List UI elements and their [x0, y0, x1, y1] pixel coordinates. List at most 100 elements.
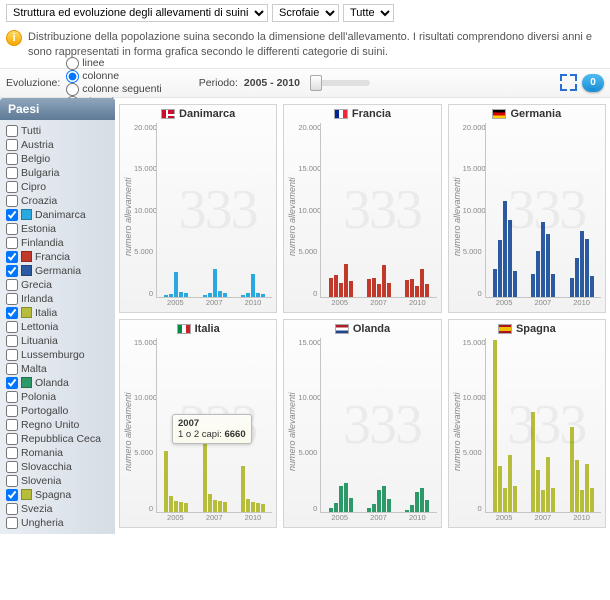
bar[interactable] [377, 284, 381, 297]
structure-select[interactable]: Struttura ed evoluzione degli allevament… [6, 4, 268, 22]
bar[interactable] [575, 258, 579, 297]
country-row[interactable]: Cipro [2, 180, 113, 194]
bar[interactable] [223, 502, 227, 512]
bar[interactable] [503, 201, 507, 297]
bar[interactable] [405, 510, 409, 512]
bar[interactable] [256, 503, 260, 512]
country-row[interactable]: Estonia [2, 222, 113, 236]
bar[interactable] [334, 503, 338, 512]
country-checkbox[interactable] [6, 307, 18, 319]
country-row[interactable]: Polonia [2, 390, 113, 404]
bar[interactable] [531, 274, 535, 297]
bar[interactable] [208, 293, 212, 296]
country-row[interactable]: Danimarca [2, 208, 113, 222]
bar[interactable] [546, 234, 550, 297]
country-checkbox[interactable] [6, 419, 18, 431]
bar[interactable] [329, 508, 333, 511]
comments-icon[interactable]: 0 [582, 74, 604, 92]
country-row[interactable]: Tutti [2, 124, 113, 138]
bar[interactable] [498, 240, 502, 297]
country-row[interactable]: Lettonia [2, 320, 113, 334]
bar[interactable] [410, 279, 414, 296]
bar[interactable] [164, 295, 168, 297]
bar[interactable] [256, 293, 260, 296]
evolution-radio-colonne[interactable]: colonne [66, 70, 172, 83]
bar[interactable] [367, 508, 371, 511]
country-checkbox[interactable] [6, 447, 18, 459]
country-checkbox[interactable] [6, 433, 18, 445]
bar[interactable] [367, 279, 371, 296]
country-checkbox[interactable] [6, 125, 18, 137]
bar[interactable] [493, 269, 497, 297]
bar[interactable] [585, 464, 589, 512]
country-checkbox[interactable] [6, 237, 18, 249]
bar[interactable] [551, 274, 555, 297]
country-checkbox[interactable] [6, 321, 18, 333]
country-checkbox[interactable] [6, 377, 18, 389]
bar[interactable] [213, 269, 217, 297]
bar[interactable] [169, 294, 173, 297]
country-checkbox[interactable] [6, 489, 18, 501]
bar[interactable] [493, 340, 497, 512]
bar[interactable] [184, 293, 188, 296]
bar[interactable] [179, 502, 183, 512]
filter-select[interactable]: Tutte [343, 4, 394, 22]
bar[interactable] [508, 220, 512, 297]
country-row[interactable]: Spagna [2, 488, 113, 502]
bar[interactable] [387, 283, 391, 297]
country-checkbox[interactable] [6, 223, 18, 235]
country-checkbox[interactable] [6, 167, 18, 179]
plot-area[interactable]: 3 3 3 [485, 338, 601, 513]
country-checkbox[interactable] [6, 279, 18, 291]
bar[interactable] [261, 294, 265, 297]
bar[interactable] [382, 265, 386, 296]
plot-area[interactable]: 3 3 3 [320, 123, 436, 298]
country-checkbox[interactable] [6, 265, 18, 277]
bar[interactable] [508, 455, 512, 512]
bar[interactable] [334, 275, 338, 297]
country-row[interactable]: Francia [2, 250, 113, 264]
bar[interactable] [580, 490, 584, 512]
bar[interactable] [415, 492, 419, 512]
bar[interactable] [372, 504, 376, 512]
bar[interactable] [405, 280, 409, 297]
bar[interactable] [420, 488, 424, 512]
country-row[interactable]: Regno Unito [2, 418, 113, 432]
bar[interactable] [541, 222, 545, 297]
bar[interactable] [339, 283, 343, 297]
country-checkbox[interactable] [6, 405, 18, 417]
bar[interactable] [329, 278, 333, 297]
country-row[interactable]: Belgio [2, 152, 113, 166]
bar[interactable] [169, 496, 173, 511]
bar[interactable] [382, 486, 386, 512]
plot-area[interactable]: 3 3 3 [156, 123, 272, 298]
bar[interactable] [339, 486, 343, 512]
country-row[interactable]: Romania [2, 446, 113, 460]
bar[interactable] [570, 278, 574, 297]
bar[interactable] [551, 488, 555, 512]
bar[interactable] [203, 439, 207, 511]
country-checkbox[interactable] [6, 209, 18, 221]
bar[interactable] [344, 483, 348, 511]
country-checkbox[interactable] [6, 475, 18, 487]
plot-area[interactable]: 3 3 3 [485, 123, 601, 298]
bar[interactable] [513, 486, 517, 512]
bar[interactable] [213, 500, 217, 512]
fullscreen-icon[interactable] [560, 74, 578, 92]
bar[interactable] [590, 276, 594, 297]
bar[interactable] [174, 501, 178, 512]
bar[interactable] [580, 231, 584, 296]
country-checkbox[interactable] [6, 503, 18, 515]
bar[interactable] [261, 504, 265, 512]
bar[interactable] [387, 499, 391, 512]
bar[interactable] [570, 427, 574, 512]
bar[interactable] [498, 466, 502, 512]
category-select[interactable]: Scrofaie [272, 4, 339, 22]
bar[interactable] [218, 501, 222, 512]
country-checkbox[interactable] [6, 391, 18, 403]
bar[interactable] [377, 490, 381, 512]
bar[interactable] [241, 295, 245, 297]
country-row[interactable]: Lussemburgo [2, 348, 113, 362]
bar[interactable] [425, 284, 429, 297]
bar[interactable] [223, 293, 227, 296]
